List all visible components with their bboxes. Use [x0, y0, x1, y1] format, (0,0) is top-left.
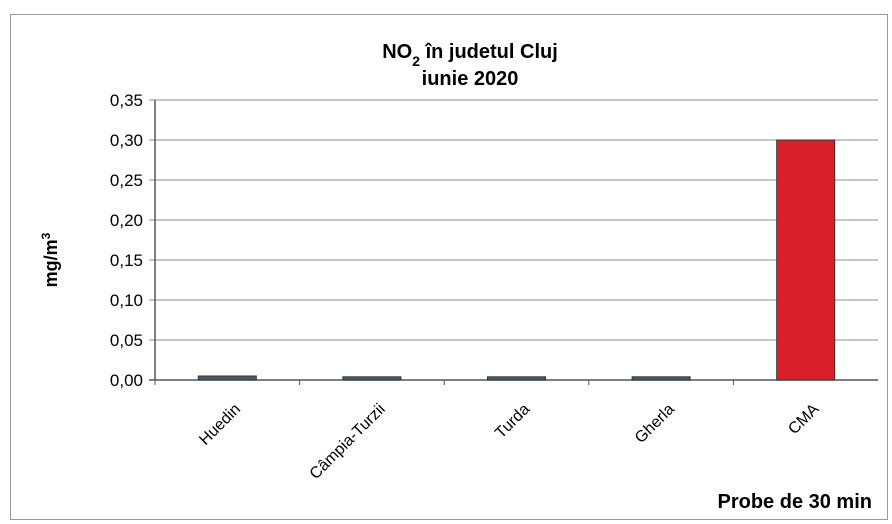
- x-tick-label: CMA: [785, 401, 822, 438]
- y-tick-label: 0,25: [110, 171, 143, 190]
- bars: [197, 139, 836, 381]
- y-tick-label: 0,35: [110, 91, 143, 110]
- chart-title: NO2 în judetul Cluj: [382, 41, 558, 69]
- y-axis-label: mg/m3: [39, 232, 61, 287]
- x-tick-label: Gherla: [632, 401, 678, 447]
- bar-gherla: [631, 376, 691, 381]
- y-tick-labels: 0,00 0,05 0,10 0,15 0,20 0,25 0,30 0,35: [110, 91, 143, 390]
- y-tick-label: 0,10: [110, 291, 143, 310]
- gridlines: [149, 99, 878, 385]
- x-tick-label: Turda: [492, 401, 533, 442]
- bar-huedin: [197, 375, 257, 381]
- y-tick-label: 0,15: [110, 251, 143, 270]
- chart-subtitle: iunie 2020: [422, 68, 519, 90]
- y-tick-label: 0,30: [110, 131, 143, 150]
- x-tick-labels: Huedin Câmpia-Turzii Turda Gherla CMA: [196, 401, 822, 483]
- y-tick-label: 0,00: [110, 371, 143, 390]
- x-tick-label: Huedin: [196, 401, 244, 449]
- bar-turda: [487, 376, 546, 381]
- x-tick-label: Câmpia-Turzii: [307, 401, 389, 483]
- y-tick-label: 0,20: [110, 211, 143, 230]
- bar-c-mpia-turzii: [342, 376, 402, 381]
- bar-cma: [776, 139, 836, 381]
- sampling-note: Probe de 30 min: [718, 491, 873, 513]
- y-tick-label: 0,05: [110, 331, 143, 350]
- chart-frame: [10, 14, 888, 520]
